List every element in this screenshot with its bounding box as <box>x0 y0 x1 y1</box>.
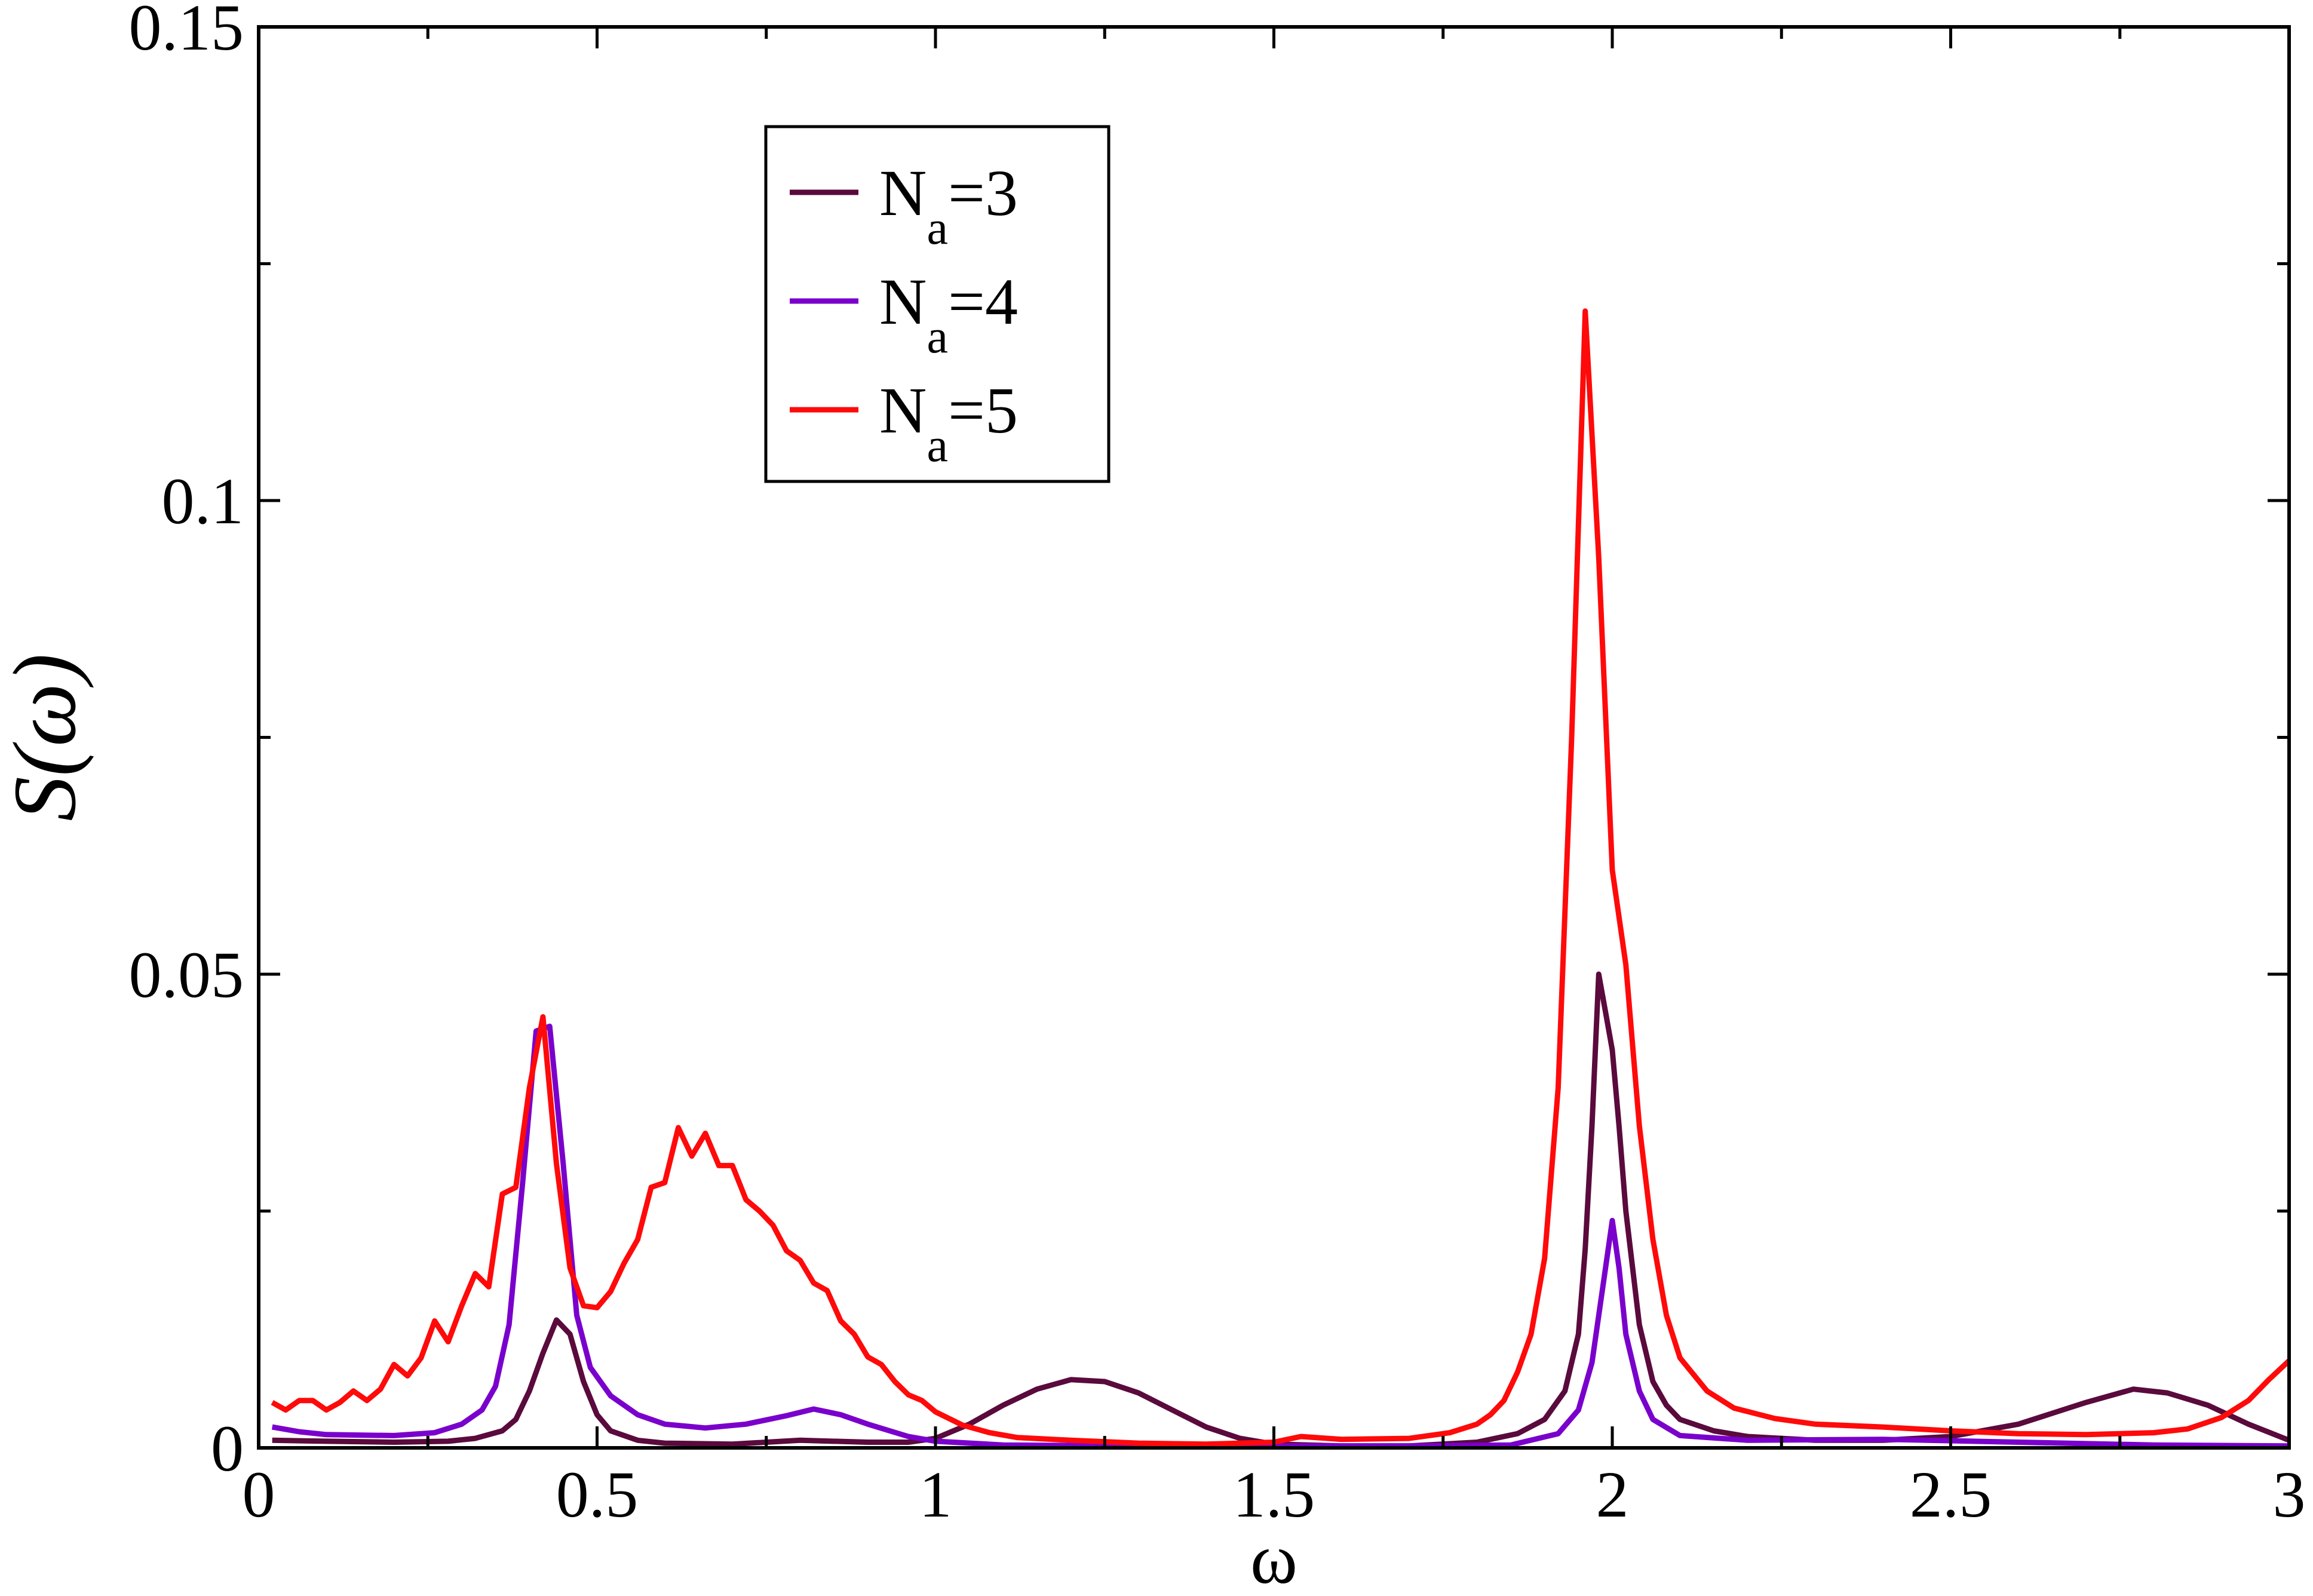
plot-lines <box>271 308 2291 1449</box>
y-tick-label: 0 <box>211 1412 244 1485</box>
series-line-3 <box>272 971 2290 1449</box>
y-tick-labels: 0 0.05 0.1 0.15 <box>129 0 244 1485</box>
x-tick-label: 0.5 <box>556 1458 639 1531</box>
y-axis-title: S(ω) <box>0 653 94 821</box>
legend: Na=3 Na=4 Na=5 <box>764 125 1111 483</box>
x-tick-label: 1 <box>919 1458 952 1531</box>
x-tick-label: 3 <box>2273 1458 2306 1531</box>
y-tick-label: 0.05 <box>129 938 244 1011</box>
series-line-5 <box>271 308 2291 1447</box>
x-axis-title: ω <box>1250 1519 1297 1596</box>
x-tick-label: 1.5 <box>1233 1458 1315 1531</box>
y-tick-label: 0.1 <box>162 465 244 538</box>
x-tick-labels: 0 0.5 1 1.5 2 2.5 3 <box>243 1458 2306 1531</box>
series-line-4 <box>271 1023 2290 1449</box>
legend-box <box>764 125 1111 483</box>
x-tick-label: 2.5 <box>1910 1458 1992 1531</box>
axis-ticks <box>257 25 2291 1450</box>
y-tick-label: 0.15 <box>129 0 244 64</box>
legend-label: Na=3 <box>879 156 1018 254</box>
x-tick-label: 0 <box>243 1458 275 1531</box>
legend-label: Na=4 <box>879 265 1018 363</box>
legend-label: Na=5 <box>879 374 1018 472</box>
x-tick-label: 2 <box>1596 1458 1629 1531</box>
